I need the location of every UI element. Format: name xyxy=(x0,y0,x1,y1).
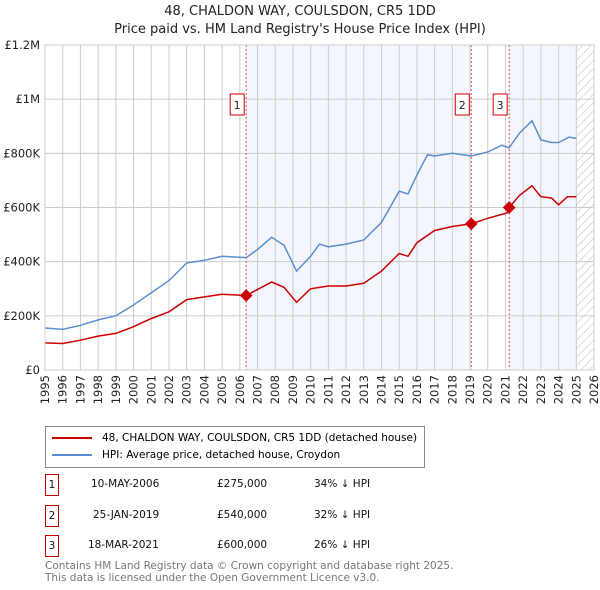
chart-title: 48, CHALDON WAY, COULSDON, CR5 1DD xyxy=(164,4,436,19)
x-tick-label: 2025 xyxy=(569,375,583,404)
x-tick-label: 2002 xyxy=(162,375,176,404)
y-tick-label: £1.2M xyxy=(4,38,40,52)
sale-point xyxy=(239,289,253,302)
x-tick-label: 1997 xyxy=(73,375,87,404)
legend-hpi: HPI: Average price, detached house, Croy… xyxy=(102,449,341,461)
sale-label-box xyxy=(454,93,470,116)
sale-label: 2 xyxy=(459,99,466,112)
sale-row: 2 25-JAN-2019 £540,000 32% ↓ HPI xyxy=(45,505,445,527)
footer-copyright: Contains HM Land Registry data © Crown c… xyxy=(45,560,454,572)
y-tick-label: £200K xyxy=(3,309,40,323)
x-tick-label: 1996 xyxy=(56,375,70,404)
legend-red-swatch xyxy=(52,437,92,439)
x-tick-label: 2004 xyxy=(197,375,211,404)
x-tick-label: 2010 xyxy=(304,375,318,404)
x-tick-label: 2015 xyxy=(392,375,406,404)
x-tick-label: 1999 xyxy=(109,375,123,404)
price-chart: 1995 1996 1997 1998 1999 2000 2001 2002 2003 2004… xyxy=(3,38,600,404)
sale-row: 1 10-MAY-2006 £275,000 34% ↓ HPI xyxy=(45,474,445,496)
x-tick-label: 2017 xyxy=(428,375,442,404)
x-tick-label: 2019 xyxy=(463,375,477,404)
sale-marker-label: 3 xyxy=(45,535,59,557)
x-tick-label: 2013 xyxy=(357,375,371,404)
sale-label-box xyxy=(492,93,508,116)
sale-price: £540,000 xyxy=(217,509,268,521)
plot-border xyxy=(44,44,595,371)
y-tick-label: £1M xyxy=(15,92,40,106)
sale-marker-label: 1 xyxy=(45,474,59,496)
x-tick-label: 1998 xyxy=(91,375,105,404)
x-tick-label: 2016 xyxy=(410,375,424,404)
y-tick-label: £800K xyxy=(3,146,40,160)
property-price-line xyxy=(44,184,577,345)
sale-row: 3 18-MAR-2021 £600,000 26% ↓ HPI xyxy=(45,535,445,557)
sale-date: 10-MAY-2006 xyxy=(91,478,160,490)
sale-hpi-diff: 32% ↓ HPI xyxy=(314,509,371,521)
sale-label: 1 xyxy=(234,99,241,112)
x-tick-label: 2011 xyxy=(321,375,335,404)
chart-subtitle: Price paid vs. HM Land Registry's House … xyxy=(114,22,486,37)
sale-date: 25-JAN-2019 xyxy=(93,509,160,521)
sale-label-box xyxy=(229,93,245,116)
x-tick-label: 2018 xyxy=(445,375,459,404)
x-tick-label: 2007 xyxy=(251,375,265,404)
x-tick-label: 2022 xyxy=(516,375,530,404)
x-tick-label: 1995 xyxy=(38,375,52,404)
sale-marker-label: 2 xyxy=(45,505,59,527)
x-tick-label: 2005 xyxy=(215,375,229,404)
sale-date: 18-MAR-2021 xyxy=(88,539,159,551)
legend-property: 48, CHALDON WAY, COULSDON, CR5 1DD (deta… xyxy=(102,432,418,444)
x-tick-label: 2023 xyxy=(534,375,548,404)
x-tick-label: 2012 xyxy=(339,375,353,404)
sale-hpi-diff: 34% ↓ HPI xyxy=(314,478,371,490)
footer-licence: This data is licensed under the Open Gov… xyxy=(45,572,380,584)
sale-point xyxy=(464,217,478,231)
x-tick-label: 2001 xyxy=(144,375,158,404)
x-tick-label: 2021 xyxy=(498,375,512,404)
x-tick-label: 2020 xyxy=(481,375,495,404)
x-tick-label: 2026 xyxy=(587,375,600,404)
sale-hpi-diff: 26% ↓ HPI xyxy=(314,539,371,551)
x-tick-label: 2014 xyxy=(374,375,388,404)
x-tick-label: 2006 xyxy=(233,375,247,404)
x-tick-label: 2009 xyxy=(286,375,300,404)
x-tick-label: 2024 xyxy=(552,375,566,404)
legend-blue-swatch xyxy=(52,454,92,456)
y-tick-label: £0 xyxy=(25,363,40,377)
legend: 48, CHALDON WAY, COULSDON, CR5 1DD (deta… xyxy=(45,426,425,468)
hpi-line xyxy=(44,119,577,331)
sale-price: £275,000 xyxy=(217,478,268,490)
sale-label: 3 xyxy=(497,99,504,112)
y-tick-label: £600K xyxy=(3,201,40,215)
x-tick-label: 2003 xyxy=(180,375,194,404)
x-tick-label: 2008 xyxy=(268,375,282,404)
x-tick-label: 2000 xyxy=(127,375,141,404)
sale-price: £600,000 xyxy=(217,539,268,551)
y-tick-label: £400K xyxy=(3,255,40,269)
